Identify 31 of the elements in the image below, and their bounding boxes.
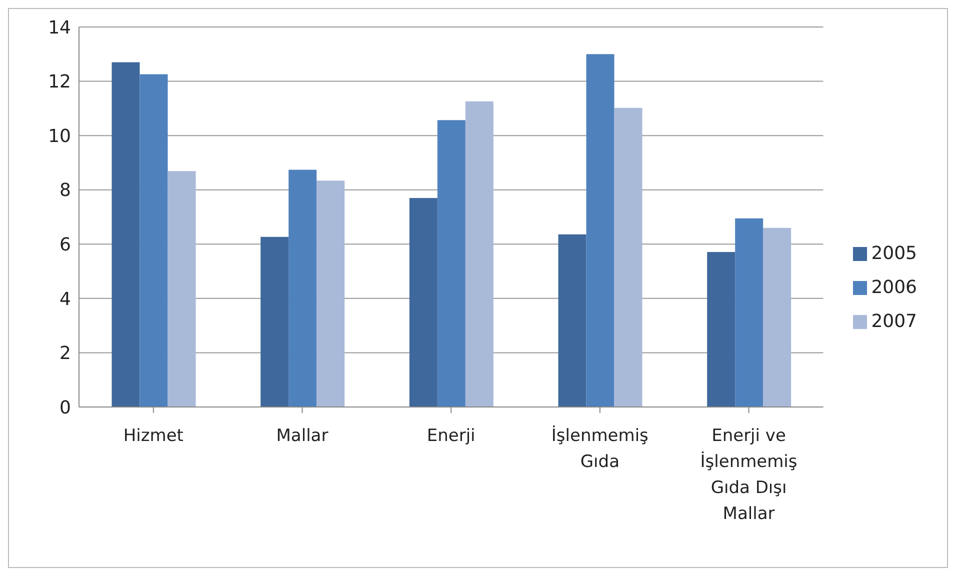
bar (707, 252, 736, 407)
x-tick-label: Hizmet (123, 426, 184, 446)
y-tick-label: 2 (60, 343, 71, 364)
bar (465, 101, 494, 407)
bar (112, 62, 140, 407)
y-tick-label: 12 (48, 72, 71, 93)
bar (735, 218, 764, 407)
bar (614, 108, 642, 407)
bar (168, 171, 196, 407)
y-tick-label: 8 (60, 180, 71, 202)
y-tick-label: 14 (48, 17, 71, 38)
bar (437, 120, 466, 407)
x-tick-label: Enerji (426, 426, 476, 446)
bar (260, 236, 289, 407)
y-tick-label: 10 (48, 126, 71, 147)
bar (316, 180, 345, 407)
legend-label: 2007 (871, 311, 917, 332)
y-tick-label: 4 (60, 288, 71, 310)
bar (586, 54, 614, 407)
bar (288, 170, 317, 407)
x-tick-label: İşlenmemiş Gıda (551, 425, 649, 472)
bar (763, 228, 792, 407)
y-tick-label: 0 (60, 397, 71, 418)
y-tick-label: 6 (60, 234, 71, 256)
x-tick-label: Enerji ve İşlenmemiş Gıda Dışı Mallar (700, 426, 798, 524)
legend-label: 2005 (871, 243, 917, 264)
x-tick-label: Mallar (276, 426, 328, 446)
legend-label: 2006 (871, 277, 917, 298)
bar (558, 234, 586, 407)
bar (140, 74, 168, 407)
bar (409, 198, 438, 407)
